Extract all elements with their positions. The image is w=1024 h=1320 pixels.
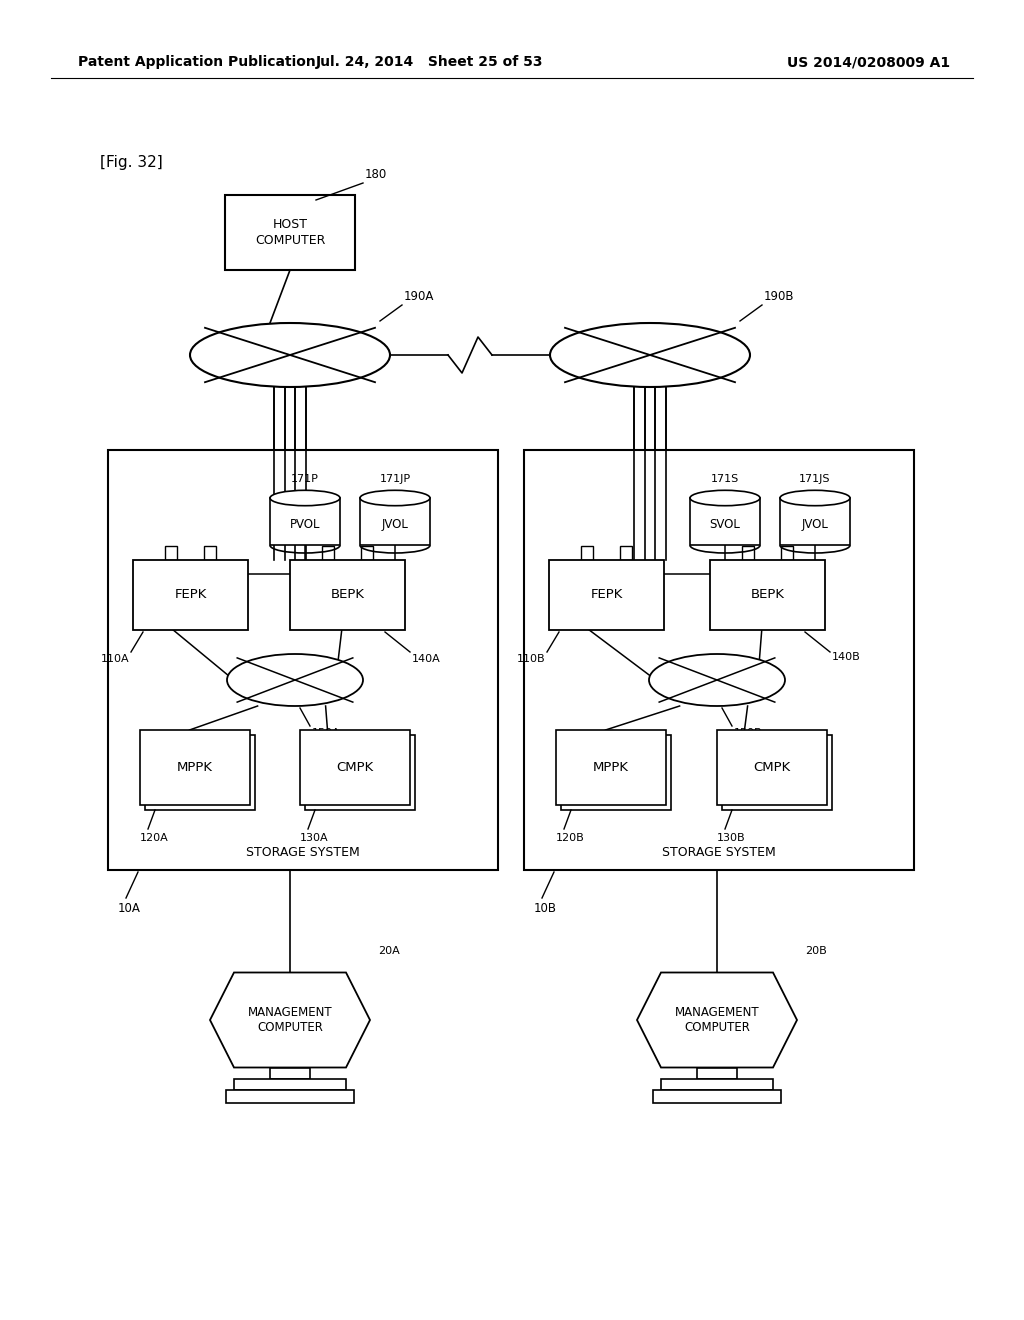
Bar — [620, 546, 632, 560]
Bar — [226, 1090, 354, 1102]
Text: FEPK: FEPK — [174, 589, 207, 602]
Bar — [145, 735, 255, 810]
Text: 10B: 10B — [534, 902, 557, 915]
Bar — [204, 546, 216, 560]
Text: 20B: 20B — [805, 946, 826, 957]
Text: BEPK: BEPK — [751, 589, 784, 602]
Bar — [360, 498, 430, 545]
Text: PVOL: PVOL — [290, 517, 321, 531]
Text: CMPK: CMPK — [754, 762, 791, 774]
Bar — [234, 1078, 346, 1090]
Bar — [556, 730, 666, 805]
PathPatch shape — [210, 973, 370, 1068]
Text: 120B: 120B — [556, 833, 585, 843]
Bar — [270, 1068, 310, 1078]
Text: 171S: 171S — [711, 474, 739, 484]
Bar — [300, 730, 410, 805]
Bar — [582, 546, 593, 560]
Ellipse shape — [649, 653, 785, 706]
Text: FEPK: FEPK — [590, 589, 623, 602]
Text: 110A: 110A — [100, 653, 129, 664]
Text: 10A: 10A — [118, 902, 141, 915]
Text: HOST
COMPUTER: HOST COMPUTER — [255, 219, 326, 247]
Text: [Fig. 32]: [Fig. 32] — [100, 154, 163, 170]
Bar — [290, 560, 406, 630]
Ellipse shape — [690, 490, 760, 506]
Text: 20A: 20A — [378, 946, 399, 957]
Text: SVOL: SVOL — [710, 517, 740, 531]
Text: 140A: 140A — [412, 653, 440, 664]
Text: 120A: 120A — [140, 833, 169, 843]
Bar — [742, 546, 755, 560]
Bar — [717, 730, 827, 805]
Text: US 2014/0208009 A1: US 2014/0208009 A1 — [786, 55, 950, 69]
Ellipse shape — [360, 490, 430, 506]
Bar — [225, 195, 355, 271]
Text: 171P: 171P — [291, 474, 318, 484]
Bar — [360, 546, 373, 560]
Bar — [710, 560, 825, 630]
PathPatch shape — [637, 973, 797, 1068]
Text: STORAGE SYSTEM: STORAGE SYSTEM — [663, 846, 776, 858]
Text: 130B: 130B — [717, 833, 745, 843]
Text: 150B: 150B — [734, 729, 763, 738]
Text: JVOL: JVOL — [382, 517, 409, 531]
Text: 140B: 140B — [831, 652, 861, 663]
Text: 130A: 130A — [300, 833, 329, 843]
Text: STORAGE SYSTEM: STORAGE SYSTEM — [246, 846, 359, 858]
Text: 150A: 150A — [312, 729, 341, 738]
Text: JVOL: JVOL — [802, 517, 828, 531]
Text: MANAGEMENT
COMPUTER: MANAGEMENT COMPUTER — [248, 1006, 333, 1034]
Bar — [305, 735, 415, 810]
Bar — [323, 546, 334, 560]
Bar — [270, 498, 340, 545]
Bar — [697, 1068, 737, 1078]
Bar — [524, 450, 914, 870]
Text: Jul. 24, 2014   Sheet 25 of 53: Jul. 24, 2014 Sheet 25 of 53 — [316, 55, 544, 69]
Bar — [662, 1078, 773, 1090]
Text: MPPK: MPPK — [177, 762, 213, 774]
Bar — [108, 450, 498, 870]
Text: BEPK: BEPK — [331, 589, 365, 602]
Bar — [561, 735, 671, 810]
Text: Patent Application Publication: Patent Application Publication — [78, 55, 315, 69]
Text: CMPK: CMPK — [336, 762, 374, 774]
Ellipse shape — [190, 323, 390, 387]
Text: 171JP: 171JP — [380, 474, 411, 484]
Bar — [653, 1090, 781, 1102]
Bar — [165, 546, 177, 560]
Bar — [140, 730, 250, 805]
Bar — [780, 498, 850, 545]
Text: 190B: 190B — [764, 290, 795, 304]
Text: MPPK: MPPK — [593, 762, 629, 774]
Text: 110B: 110B — [516, 653, 545, 664]
Text: 171JS: 171JS — [800, 474, 830, 484]
Bar — [133, 560, 248, 630]
Ellipse shape — [780, 490, 850, 506]
Ellipse shape — [227, 653, 362, 706]
Ellipse shape — [270, 490, 340, 506]
Ellipse shape — [550, 323, 750, 387]
Bar — [549, 560, 664, 630]
Text: 180: 180 — [365, 168, 387, 181]
Bar — [722, 735, 831, 810]
Text: 190A: 190A — [404, 290, 434, 304]
Bar — [690, 498, 760, 545]
Text: MANAGEMENT
COMPUTER: MANAGEMENT COMPUTER — [675, 1006, 760, 1034]
Bar — [780, 546, 793, 560]
